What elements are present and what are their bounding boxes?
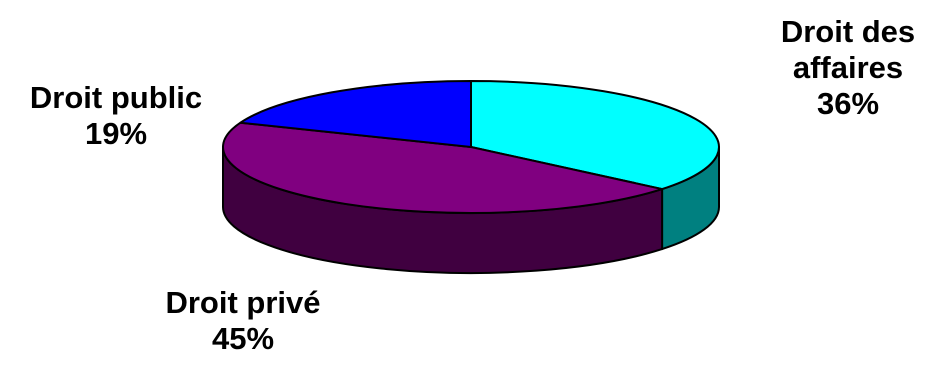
data-label-value: 19% <box>85 116 147 151</box>
pie-slice-droit-prive <box>222 121 664 214</box>
data-label-name: Droit public <box>30 80 202 115</box>
pie-slice-droit-public <box>239 80 472 148</box>
data-label-name: affaires <box>793 50 903 85</box>
pie-slice-droit-des-affaires <box>470 80 720 191</box>
data-label-value: 36% <box>817 86 879 121</box>
pie-tops <box>222 80 720 214</box>
pie-labels: Droit des affaires 36%Droit privé 45%Droit … <box>30 14 915 356</box>
data-label-droit-des-affaires: Droit des affaires 36% <box>781 14 915 121</box>
data-label-name: Droit des <box>781 14 915 49</box>
data-label-droit-public: Droit public 19% <box>30 80 202 151</box>
data-label-name: Droit privé <box>165 285 320 320</box>
data-label-droit-prive: Droit privé 45% <box>165 285 320 356</box>
data-label-value: 45% <box>212 321 274 356</box>
